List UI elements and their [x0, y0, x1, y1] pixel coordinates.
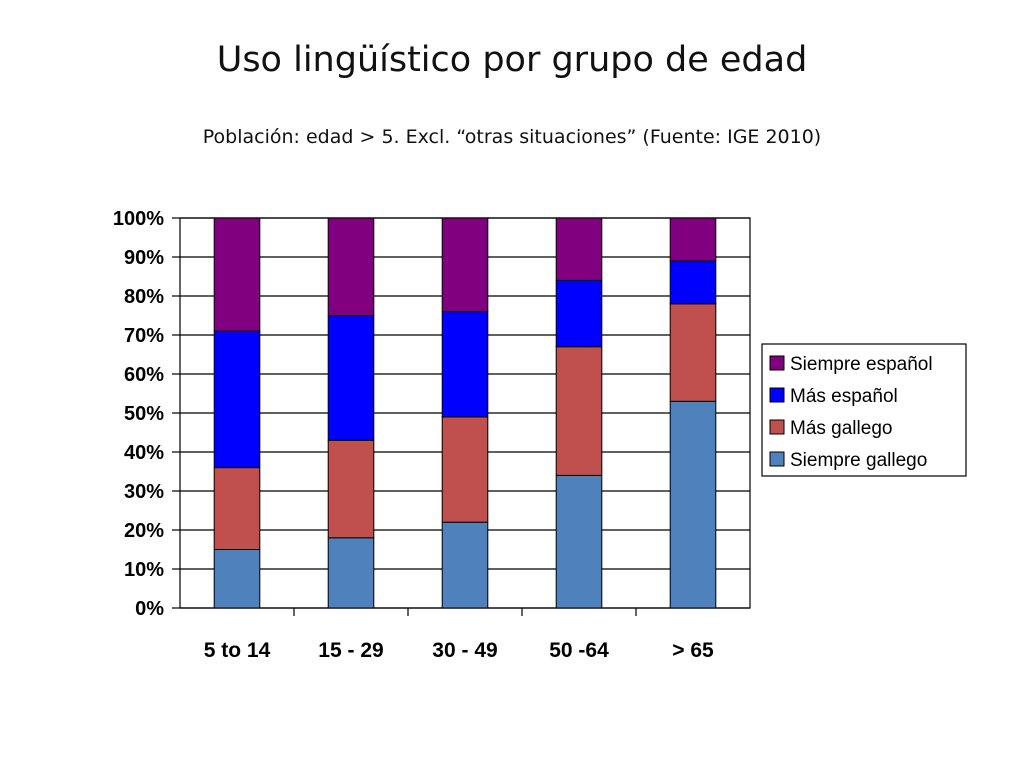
x-category-label: > 65: [672, 639, 714, 662]
bar-segment: [327, 439, 375, 539]
legend-swatch: [769, 387, 785, 403]
bar-segment: [213, 217, 261, 332]
x-category-label: 50 -64: [549, 639, 609, 662]
y-tick-label: 0%: [135, 598, 164, 620]
bar-segment: [669, 260, 717, 305]
legend-label: Más español: [790, 386, 898, 407]
y-tick-label: 30%: [124, 481, 164, 503]
legend-label: Siempre español: [790, 354, 933, 375]
bar-segment: [555, 346, 603, 476]
bar-segment: [555, 279, 603, 348]
chart-title: Uso lingüístico por grupo de edad: [216, 40, 808, 80]
legend: Siempre español Más español Más gallego Sie…: [761, 343, 967, 477]
bar-segment: [441, 521, 489, 609]
axes: 0% 10% 20% 30% 40% 50% 60% 70% 80% 90% 100% 5 to 14…: [113, 208, 714, 662]
bar-segment: [327, 315, 375, 441]
legend-label: Más gallego: [790, 418, 892, 439]
x-category-label: 30 - 49: [432, 639, 497, 662]
bar-segment: [669, 217, 717, 262]
legend-swatch: [769, 355, 785, 371]
bar-segment: [213, 330, 261, 469]
bar-segment: [441, 217, 489, 313]
bar-segment: [669, 303, 717, 402]
bars: [213, 217, 717, 609]
bar-segment: [213, 467, 261, 551]
legend-box: [761, 343, 967, 477]
legend-swatch: [769, 451, 785, 467]
bar-segment: [441, 416, 489, 523]
legend-label: Siempre gallego: [790, 450, 927, 471]
y-tick-label: 10%: [124, 559, 164, 581]
y-tick-label: 20%: [124, 520, 164, 542]
chart-subtitle: Población: edad > 5. Excl. “otras situac…: [202, 126, 822, 148]
y-tick-label: 100%: [113, 208, 164, 230]
bar-segment: [327, 217, 375, 316]
y-tick-label: 70%: [124, 325, 164, 347]
y-tick-label: 80%: [124, 286, 164, 308]
bar-segment: [441, 311, 489, 418]
x-category-label: 5 to 14: [204, 639, 271, 662]
legend-swatch: [769, 419, 785, 435]
y-tick-label: 60%: [124, 364, 164, 386]
bar-segment: [555, 474, 603, 609]
bar-segment: [327, 537, 375, 609]
y-tick-label: 40%: [124, 442, 164, 464]
y-tick-label: 90%: [124, 247, 164, 269]
bar-segment: [669, 400, 717, 609]
y-tick-label: 50%: [124, 403, 164, 425]
bar-segment: [213, 549, 261, 609]
x-category-label: 15 - 29: [318, 639, 383, 662]
bar-segment: [555, 217, 603, 281]
